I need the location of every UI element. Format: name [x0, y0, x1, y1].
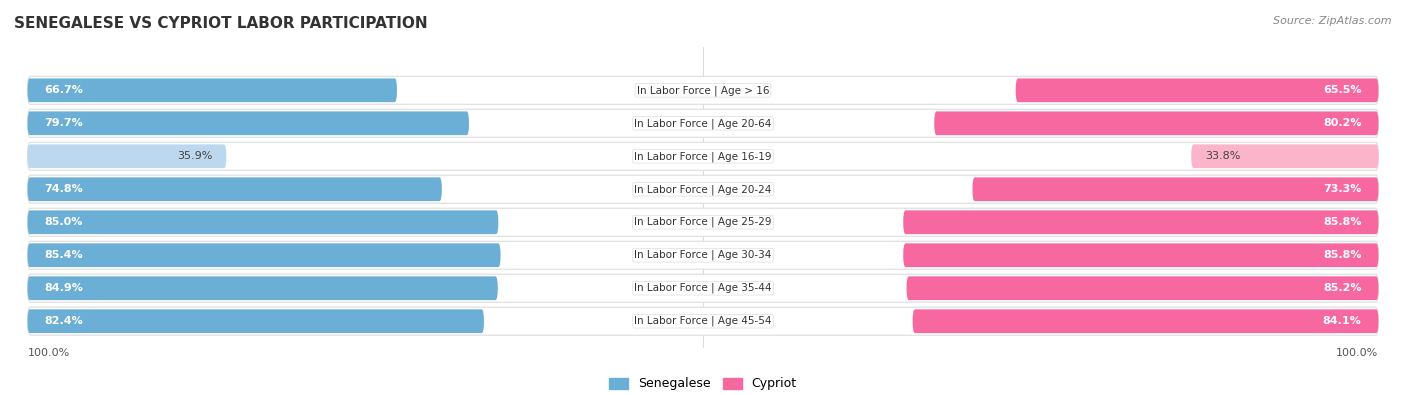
FancyBboxPatch shape — [28, 211, 498, 234]
Text: Source: ZipAtlas.com: Source: ZipAtlas.com — [1274, 16, 1392, 26]
Text: In Labor Force | Age 45-54: In Labor Force | Age 45-54 — [634, 316, 772, 326]
Text: In Labor Force | Age 35-44: In Labor Force | Age 35-44 — [634, 283, 772, 293]
Text: In Labor Force | Age 20-24: In Labor Force | Age 20-24 — [634, 184, 772, 194]
Text: 100.0%: 100.0% — [1336, 348, 1378, 357]
Text: 66.7%: 66.7% — [45, 85, 83, 95]
Text: 84.1%: 84.1% — [1323, 316, 1361, 326]
Text: 85.4%: 85.4% — [45, 250, 83, 260]
FancyBboxPatch shape — [907, 276, 1378, 300]
FancyBboxPatch shape — [28, 276, 498, 300]
FancyBboxPatch shape — [934, 111, 1378, 135]
FancyBboxPatch shape — [28, 175, 1378, 203]
Text: 33.8%: 33.8% — [1205, 151, 1240, 161]
Text: In Labor Force | Age > 16: In Labor Force | Age > 16 — [637, 85, 769, 96]
FancyBboxPatch shape — [28, 79, 396, 102]
Text: 84.9%: 84.9% — [45, 283, 83, 293]
Text: 79.7%: 79.7% — [45, 118, 83, 128]
Text: 85.0%: 85.0% — [45, 217, 83, 227]
Text: In Labor Force | Age 16-19: In Labor Force | Age 16-19 — [634, 151, 772, 162]
FancyBboxPatch shape — [28, 274, 1378, 302]
Text: 74.8%: 74.8% — [45, 184, 83, 194]
Text: 85.8%: 85.8% — [1323, 217, 1361, 227]
Text: 82.4%: 82.4% — [45, 316, 83, 326]
FancyBboxPatch shape — [28, 145, 226, 168]
Text: 73.3%: 73.3% — [1323, 184, 1361, 194]
FancyBboxPatch shape — [28, 111, 470, 135]
Text: 65.5%: 65.5% — [1323, 85, 1361, 95]
FancyBboxPatch shape — [1191, 145, 1378, 168]
FancyBboxPatch shape — [28, 177, 441, 201]
FancyBboxPatch shape — [28, 241, 1378, 269]
FancyBboxPatch shape — [912, 309, 1378, 333]
FancyBboxPatch shape — [973, 177, 1378, 201]
FancyBboxPatch shape — [903, 211, 1378, 234]
Text: 85.8%: 85.8% — [1323, 250, 1361, 260]
Legend: Senegalese, Cypriot: Senegalese, Cypriot — [605, 372, 801, 395]
FancyBboxPatch shape — [903, 243, 1378, 267]
FancyBboxPatch shape — [28, 307, 1378, 335]
Text: In Labor Force | Age 25-29: In Labor Force | Age 25-29 — [634, 217, 772, 228]
Text: 85.2%: 85.2% — [1323, 283, 1361, 293]
Text: 80.2%: 80.2% — [1323, 118, 1361, 128]
FancyBboxPatch shape — [28, 76, 1378, 104]
FancyBboxPatch shape — [1015, 79, 1378, 102]
Text: 35.9%: 35.9% — [177, 151, 212, 161]
Text: SENEGALESE VS CYPRIOT LABOR PARTICIPATION: SENEGALESE VS CYPRIOT LABOR PARTICIPATIO… — [14, 16, 427, 31]
FancyBboxPatch shape — [28, 309, 484, 333]
Text: In Labor Force | Age 20-64: In Labor Force | Age 20-64 — [634, 118, 772, 128]
Text: In Labor Force | Age 30-34: In Labor Force | Age 30-34 — [634, 250, 772, 260]
FancyBboxPatch shape — [28, 208, 1378, 236]
FancyBboxPatch shape — [28, 109, 1378, 137]
Text: 100.0%: 100.0% — [28, 348, 70, 357]
FancyBboxPatch shape — [28, 243, 501, 267]
FancyBboxPatch shape — [28, 142, 1378, 170]
